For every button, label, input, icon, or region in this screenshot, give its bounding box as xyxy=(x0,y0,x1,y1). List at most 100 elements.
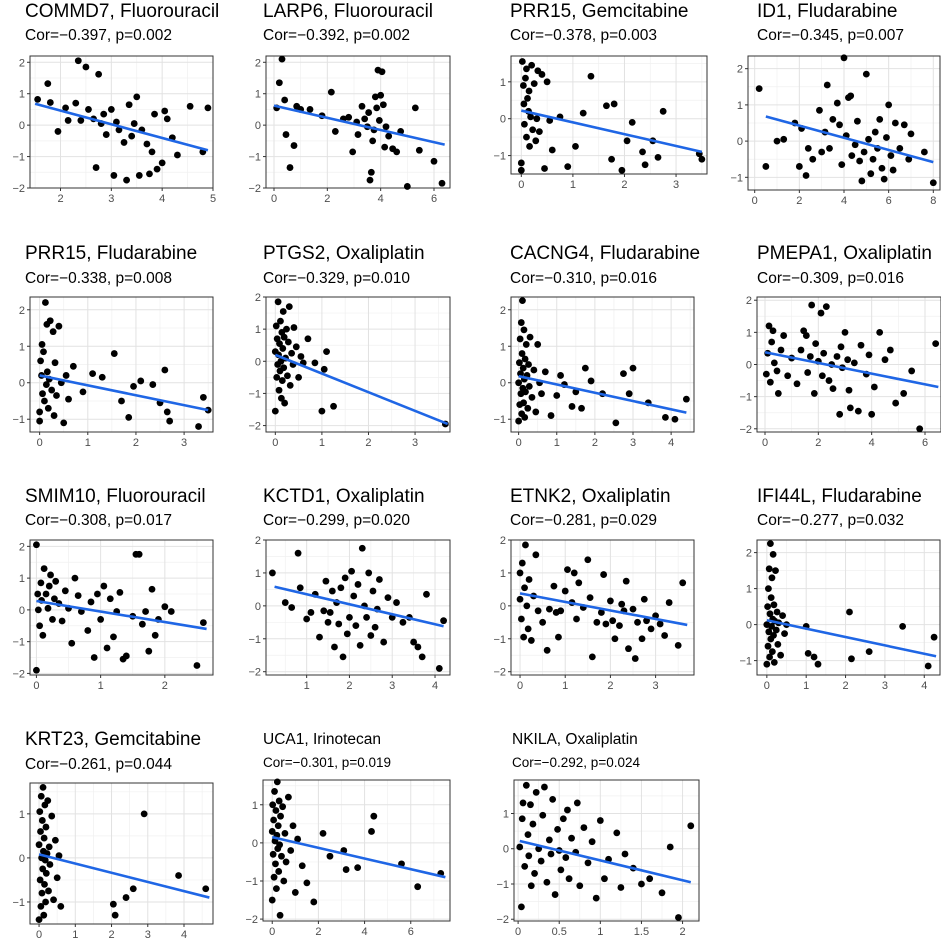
data-point xyxy=(762,163,770,170)
data-point xyxy=(532,788,540,796)
data-point xyxy=(546,117,554,124)
data-point xyxy=(331,128,339,135)
data-point xyxy=(592,894,600,902)
y-tick-label: 2 xyxy=(500,535,506,547)
data-point xyxy=(823,81,831,89)
data-point xyxy=(546,605,553,613)
data-point xyxy=(113,118,120,126)
data-point xyxy=(891,119,899,127)
data-point xyxy=(167,608,175,615)
data-point xyxy=(520,326,528,334)
data-point xyxy=(528,393,536,401)
panel-subtitle: Cor=−0.299, p=0.020 xyxy=(263,512,410,529)
panel-subtitle: Cor=−0.308, p=0.017 xyxy=(25,512,172,529)
data-point xyxy=(525,87,533,95)
y-tick-label: −1 xyxy=(493,151,506,163)
data-point xyxy=(291,889,299,896)
panel-title: ID1, Fludarabine xyxy=(757,1,898,22)
data-point xyxy=(769,327,777,335)
data-point xyxy=(186,102,194,110)
data-point xyxy=(110,172,118,179)
data-point xyxy=(354,864,362,872)
data-point xyxy=(557,866,565,874)
y-tick-label: 0 xyxy=(19,853,25,865)
data-point xyxy=(50,412,58,419)
panel-subtitle: Cor=−0.338, p=0.008 xyxy=(25,270,172,287)
data-point xyxy=(608,155,615,163)
regression-line xyxy=(39,374,209,412)
data-point xyxy=(889,166,897,174)
data-point xyxy=(39,390,46,398)
y-tick-label: −1 xyxy=(248,634,261,646)
data-point xyxy=(844,356,852,364)
data-point xyxy=(199,619,207,626)
data-point xyxy=(851,141,859,149)
data-point xyxy=(95,70,103,78)
data-point xyxy=(862,70,870,78)
data-point xyxy=(289,822,297,830)
x-tick-label: 3 xyxy=(108,193,114,205)
y-tick-label: −1 xyxy=(739,392,752,404)
data-point xyxy=(600,571,608,578)
data-point xyxy=(368,828,375,835)
data-point xyxy=(545,836,553,844)
data-point xyxy=(310,898,318,906)
data-point xyxy=(37,579,45,587)
data-point xyxy=(276,911,284,919)
data-point xyxy=(622,577,630,585)
data-point xyxy=(92,164,100,171)
data-point xyxy=(307,609,315,616)
data-point xyxy=(341,574,349,582)
data-point xyxy=(905,155,913,163)
data-point xyxy=(52,577,60,585)
data-point xyxy=(646,875,654,883)
data-point xyxy=(34,590,42,598)
data-point xyxy=(529,126,537,134)
data-point xyxy=(100,110,108,118)
data-point xyxy=(572,142,579,150)
data-point xyxy=(810,653,818,661)
data-point xyxy=(380,638,388,646)
data-point xyxy=(521,120,528,128)
panel-border xyxy=(265,539,451,676)
data-point xyxy=(280,333,288,341)
regression-line xyxy=(271,835,446,879)
data-point xyxy=(290,142,298,149)
data-point xyxy=(297,353,305,360)
data-point xyxy=(343,630,351,638)
data-point xyxy=(153,165,161,173)
data-point xyxy=(768,623,775,630)
data-point xyxy=(517,615,525,623)
data-point xyxy=(765,585,772,592)
data-point xyxy=(125,101,133,109)
data-point xyxy=(521,584,528,592)
regression-line xyxy=(521,109,703,154)
data-point xyxy=(871,128,879,136)
data-point xyxy=(765,565,773,573)
data-point xyxy=(45,843,53,851)
data-point xyxy=(290,324,298,331)
data-point xyxy=(766,653,773,661)
panel-title: PRR15, Gemcitabine xyxy=(510,1,689,22)
data-point xyxy=(527,882,535,890)
y-tick-label: 0 xyxy=(19,378,25,390)
y-tick-label: 2 xyxy=(19,541,25,553)
data-point xyxy=(674,641,682,649)
data-point xyxy=(370,812,378,820)
data-point xyxy=(543,878,551,886)
data-point xyxy=(520,633,528,641)
data-point xyxy=(548,146,556,154)
data-point xyxy=(280,364,288,372)
data-point xyxy=(385,132,393,140)
x-tick-label: 3 xyxy=(653,680,659,692)
data-point xyxy=(908,367,916,375)
data-point xyxy=(804,144,812,152)
data-point xyxy=(525,576,533,583)
x-tick-label: 0 xyxy=(269,926,275,938)
data-point xyxy=(534,607,542,615)
data-point xyxy=(532,551,540,559)
data-point xyxy=(770,359,778,367)
data-point xyxy=(38,889,46,897)
y-tick-label: −1 xyxy=(245,876,258,888)
data-point xyxy=(671,415,679,423)
